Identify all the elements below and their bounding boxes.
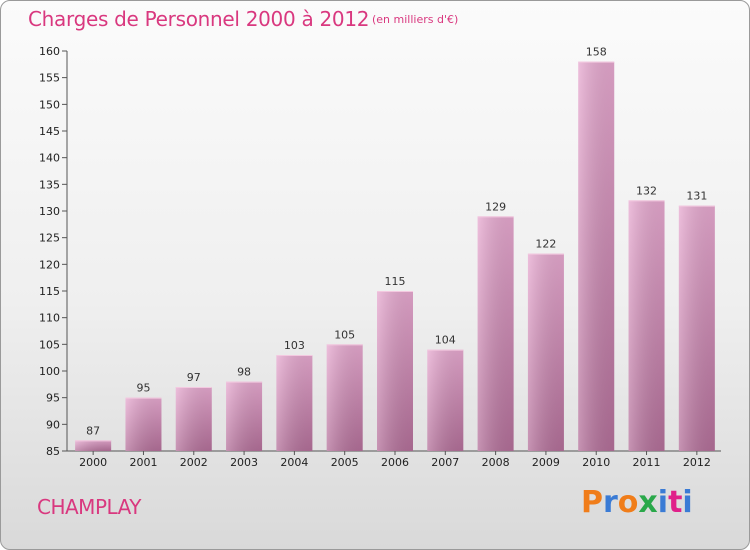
- x-tick-label: 2000: [79, 456, 107, 469]
- x-tick-label: 2010: [582, 456, 610, 469]
- x-tick-label: 2001: [129, 456, 157, 469]
- bar-shade: [226, 381, 263, 451]
- logo-letter: o: [617, 485, 639, 520]
- data-label: 132: [636, 184, 657, 197]
- bar-shade: [75, 440, 112, 451]
- x-tick-label: 2008: [482, 456, 510, 469]
- x-tick-label: 2006: [381, 456, 409, 469]
- x-tick-label: 2011: [633, 456, 661, 469]
- logo-letter: i: [682, 485, 693, 520]
- value-labels: 87 95 97 98 103 105 115 104 129 122 158 132 131: [86, 46, 707, 438]
- y-tick-label: 95: [46, 392, 60, 405]
- x-tick-label: 2005: [331, 456, 359, 469]
- y-tick-label: 110: [39, 312, 60, 325]
- bars: [75, 61, 715, 452]
- y-tick-label: 90: [46, 418, 60, 431]
- y-tick-label: 130: [39, 205, 60, 218]
- commune-name: CHAMPLAY: [37, 495, 141, 519]
- data-label: 98: [237, 366, 251, 379]
- data-label: 131: [686, 190, 707, 203]
- y-tick-label: 100: [39, 365, 60, 378]
- bar-shade: [377, 291, 413, 451]
- y-tick-label: 160: [39, 45, 60, 58]
- bar-shade: [527, 253, 564, 451]
- y-tick-label: 135: [39, 178, 60, 191]
- logo-letter: r: [603, 485, 618, 520]
- y-tick-label: 150: [39, 98, 60, 111]
- bar-shade: [678, 205, 715, 451]
- x-tick-label: 2004: [280, 456, 308, 469]
- bar-shade: [326, 344, 363, 451]
- data-label: 97: [187, 371, 201, 384]
- x-tick-label: 2003: [230, 456, 258, 469]
- logo-letter: P: [581, 485, 603, 520]
- data-label: 158: [586, 46, 607, 59]
- y-tick-label: 115: [39, 285, 60, 298]
- y-tick-label: 105: [39, 338, 60, 351]
- y-tick-label: 85: [46, 445, 60, 458]
- data-label: 129: [485, 200, 506, 213]
- x-tick-label: 2009: [532, 456, 560, 469]
- y-tick-label: 145: [39, 125, 60, 138]
- y-tick-label: 155: [39, 72, 60, 85]
- logo-letter: t: [668, 485, 683, 520]
- chart-subtitle: (en milliers d'€): [372, 13, 459, 26]
- data-label: 95: [136, 382, 150, 395]
- data-label: 105: [334, 328, 355, 341]
- bar-shade: [628, 200, 665, 451]
- data-label: 115: [385, 275, 406, 288]
- data-label: 103: [284, 339, 305, 352]
- proxiti-logo: Proxiti: [581, 485, 693, 520]
- bar-shade: [427, 349, 464, 451]
- bar-shade: [578, 61, 615, 452]
- y-tick-label: 125: [39, 232, 60, 245]
- data-label: 87: [86, 424, 100, 437]
- chart-title: Charges de Personnel 2000 à 2012: [28, 7, 370, 31]
- logo-letter: i: [657, 485, 669, 520]
- x-tick-label: 2007: [431, 456, 459, 469]
- data-label: 104: [435, 334, 456, 347]
- y-tick-label: 120: [39, 258, 60, 271]
- data-label: 122: [535, 238, 556, 251]
- bar-shade: [125, 397, 162, 451]
- bar-shade: [175, 387, 212, 451]
- bar-shade: [276, 355, 313, 451]
- logo-letter: x: [638, 485, 658, 520]
- axes: 85 90 95 100 105 110 115 120 125 130 135 140 145 150 1…: [39, 45, 721, 469]
- bar-shade: [477, 216, 514, 451]
- x-tick-label: 2002: [180, 456, 208, 469]
- y-tick-label: 140: [39, 152, 60, 165]
- x-tick-label: 2012: [683, 456, 711, 469]
